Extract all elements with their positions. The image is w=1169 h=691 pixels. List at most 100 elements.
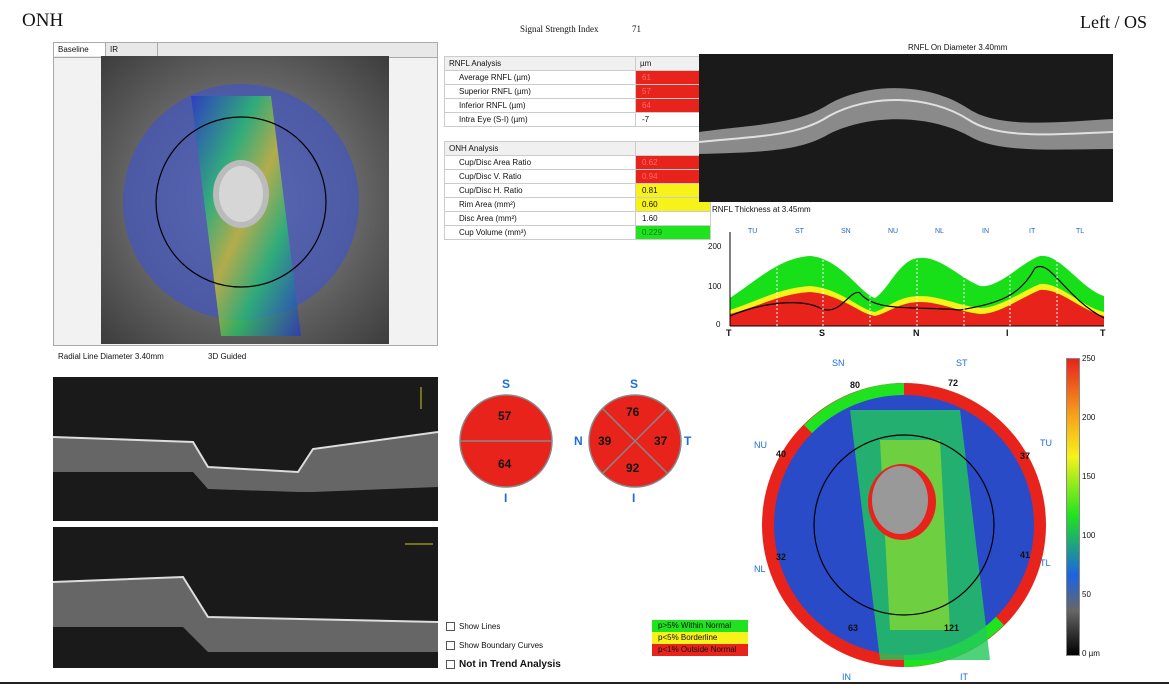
quadrant-chart: S I N T 76 39 37 92 xyxy=(572,375,698,505)
chart-xtick: I xyxy=(1006,328,1009,338)
wheel-label-it: IT xyxy=(960,672,968,682)
radial-bscan-1[interactable] xyxy=(52,377,439,521)
label-n: N xyxy=(574,434,583,448)
checkbox-label: Not in Trend Analysis xyxy=(459,659,561,670)
wheel-value-st: 72 xyxy=(948,378,959,388)
chart-xtick: S xyxy=(819,328,826,338)
inferior-value: 64 xyxy=(498,457,512,471)
onh-row-value: 0.62 xyxy=(635,155,711,170)
sector-left-value: 39 xyxy=(598,434,612,448)
sector-label: NU xyxy=(888,228,899,235)
wheel-label-nu: NU xyxy=(754,440,767,450)
checkbox-label: Show Boundary Curves xyxy=(459,641,544,650)
scale-tick: 100 xyxy=(1082,531,1096,540)
onh-analysis-table: ONH Analysis Cup/Disc Area Ratio 0.62 Cup… xyxy=(444,141,711,240)
checkbox-box[interactable] xyxy=(446,641,455,650)
chart-ytick: 100 xyxy=(708,282,722,291)
sector-right-value: 37 xyxy=(654,434,668,448)
wheel-value-nu: 40 xyxy=(776,449,787,459)
rnfl-thickness-label: RNFL Thickness at 3.45mm xyxy=(712,205,811,214)
label-t: T xyxy=(684,434,692,448)
wheel-label-st: ST xyxy=(956,358,968,368)
chart-ytick: 200 xyxy=(708,242,722,251)
wheel-label-sn: SN xyxy=(832,358,845,368)
normative-legend: p>5% Within Normal p<5% Borderline p<1% … xyxy=(652,620,748,656)
thickness-wheel: SN ST NU TU NL TL IN IT 80 72 40 37 32 4… xyxy=(730,350,1070,685)
not-in-trend-checkbox[interactable]: Not in Trend Analysis xyxy=(446,659,561,670)
label-s: S xyxy=(630,377,639,391)
thickness-chart: 200 100 0 TU ST SN NU NL IN IT TL T S N … xyxy=(700,218,1112,340)
page-title: ONH xyxy=(22,10,64,31)
show-lines-checkbox[interactable]: Show Lines xyxy=(446,622,500,631)
tab-ir[interactable]: IR xyxy=(106,43,158,56)
guided-label: 3D Guided xyxy=(208,352,247,361)
sector-bottom-value: 92 xyxy=(626,461,640,475)
sector-label: NL xyxy=(935,228,944,235)
scale-tick: 50 xyxy=(1082,590,1091,599)
onh-row-value: 0.229 xyxy=(635,225,711,240)
rnfl-row-value: 64 xyxy=(635,98,711,113)
wheel-value-it: 121 xyxy=(944,623,960,633)
radial-bscan-2[interactable] xyxy=(52,527,439,668)
legend-within-normal: p>5% Within Normal xyxy=(652,620,748,632)
chart-xtick: T xyxy=(1100,328,1106,338)
rnfl-row-label: Superior RNFL (µm) xyxy=(444,84,636,99)
radial-line-label: Radial Line Diameter 3.40mm xyxy=(58,352,164,361)
sector-label: IT xyxy=(1029,228,1036,235)
label-i: I xyxy=(632,491,636,505)
onh-row-label: Cup/Disc Area Ratio xyxy=(444,155,636,170)
wheel-value-sn: 80 xyxy=(850,380,861,390)
ssi-value: 71 xyxy=(632,24,641,34)
eye-label: Left / OS xyxy=(1080,12,1147,32)
sector-label: TL xyxy=(1076,228,1085,235)
onh-row-value: 0.81 xyxy=(635,183,711,198)
sector-label: ST xyxy=(795,228,804,235)
chart-xtick: N xyxy=(913,328,920,338)
wheel-value-in: 63 xyxy=(848,623,859,633)
label-i: I xyxy=(504,491,508,505)
onh-header-blank xyxy=(635,141,711,156)
wheel-label-tl: TL xyxy=(1040,558,1051,568)
rnfl-circle-bscan[interactable] xyxy=(698,54,1114,202)
chart-ytick: 0 xyxy=(716,320,721,329)
sector-top-value: 76 xyxy=(626,405,640,419)
onh-header: ONH Analysis xyxy=(444,141,636,156)
fundus-image[interactable] xyxy=(101,56,389,344)
label-s: S xyxy=(502,377,511,391)
rnfl-header: RNFL Analysis xyxy=(444,56,636,71)
checkbox-box[interactable] xyxy=(446,660,455,669)
checkbox-box[interactable] xyxy=(446,622,455,631)
onh-row-label: Disc Area (mm²) xyxy=(444,211,636,226)
rnfl-row-value: 61 xyxy=(635,70,711,85)
legend-borderline: p<5% Borderline xyxy=(652,632,748,644)
scale-tick: 0 µm xyxy=(1082,649,1100,658)
color-scale-bar xyxy=(1066,358,1080,656)
rnfl-row-label: Inferior RNFL (µm) xyxy=(444,98,636,113)
rnfl-row-label: Intra Eye (S-I) (µm) xyxy=(444,112,636,127)
rnfl-analysis-table: RNFL Analysis µm Average RNFL (µm) 61 Supe… xyxy=(444,56,711,127)
wheel-label-in: IN xyxy=(842,672,851,682)
onh-row-label: Cup/Disc H. Ratio xyxy=(444,183,636,198)
checkbox-label: Show Lines xyxy=(459,622,501,631)
rnfl-row-label: Average RNFL (µm) xyxy=(444,70,636,85)
wheel-label-tu: TU xyxy=(1040,438,1052,448)
onh-row-label: Cup Volume (mm³) xyxy=(444,225,636,240)
onh-row-label: Rim Area (mm²) xyxy=(444,197,636,212)
sector-label: TU xyxy=(748,228,758,235)
wheel-value-tl: 41 xyxy=(1020,550,1031,560)
scale-tick: 250 xyxy=(1082,354,1096,363)
wheel-value-nl: 32 xyxy=(776,552,787,562)
legend-outside-normal: p<1% Outside Normal xyxy=(652,644,748,656)
wheel-label-nl: NL xyxy=(754,564,766,574)
tab-baseline[interactable]: Baseline xyxy=(54,43,106,56)
wheel-value-tu: 37 xyxy=(1020,451,1031,461)
show-boundary-curves-checkbox[interactable]: Show Boundary Curves xyxy=(446,641,543,650)
rnfl-diameter-label: RNFL On Diameter 3.40mm xyxy=(908,43,1008,52)
sector-label: IN xyxy=(982,228,989,235)
superior-inferior-chart: S I 57 64 xyxy=(456,375,556,505)
onh-row-label: Cup/Disc V. Ratio xyxy=(444,169,636,184)
footer-divider xyxy=(0,682,1169,684)
scale-tick: 200 xyxy=(1082,413,1096,422)
rnfl-row-value: -7 xyxy=(635,112,711,127)
superior-value: 57 xyxy=(498,409,512,423)
